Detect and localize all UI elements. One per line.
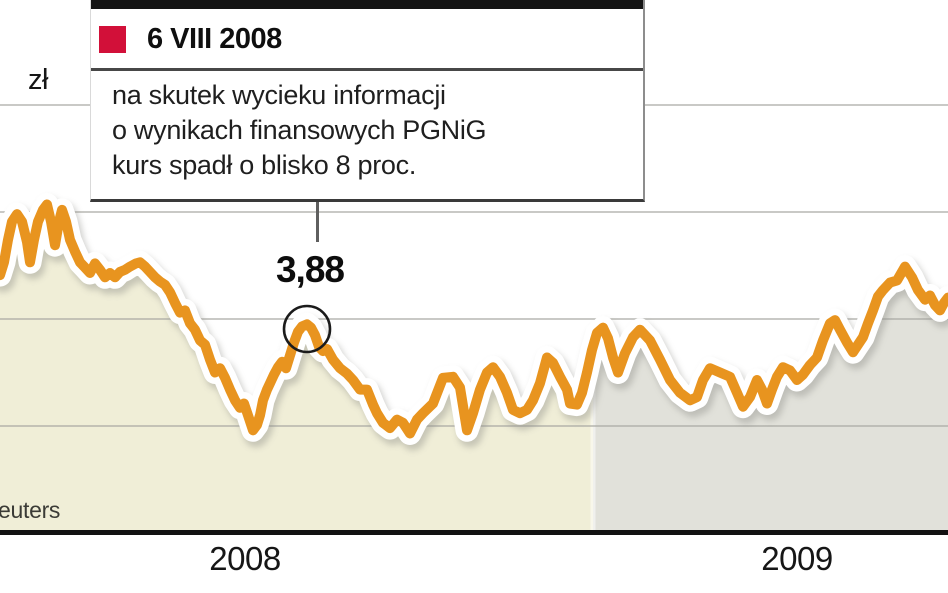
- highlight-value-label: 3,88: [275, 249, 345, 290]
- y-axis-unit-label: zł: [28, 64, 48, 96]
- callout-text-line: na skutek wycieku informacji: [112, 79, 446, 110]
- callout-divider: [91, 68, 643, 71]
- callout-leader-line: [316, 202, 319, 242]
- callout-top-bar: [91, 0, 643, 9]
- source-credit: euters: [0, 497, 61, 523]
- callout-date: 6 VIII 2008: [147, 23, 282, 55]
- x-axis-line: [0, 530, 948, 535]
- x-axis-label-2009: 2009: [761, 540, 833, 577]
- callout-text-line: o wynikach finansowych PGNiG: [112, 114, 487, 145]
- callout-date-row: 6 VIII 2008: [99, 23, 643, 56]
- callout-body: na skutek wycieku informacji o wynikach …: [91, 71, 643, 183]
- annotation-callout: 6 VIII 2008 na skutek wycieku informacji…: [90, 0, 645, 202]
- callout-text-line: kurs spadł o blisko 8 proc.: [112, 149, 417, 180]
- x-axis-label-2008: 2008: [209, 540, 281, 577]
- legend-marker-square: [99, 26, 126, 53]
